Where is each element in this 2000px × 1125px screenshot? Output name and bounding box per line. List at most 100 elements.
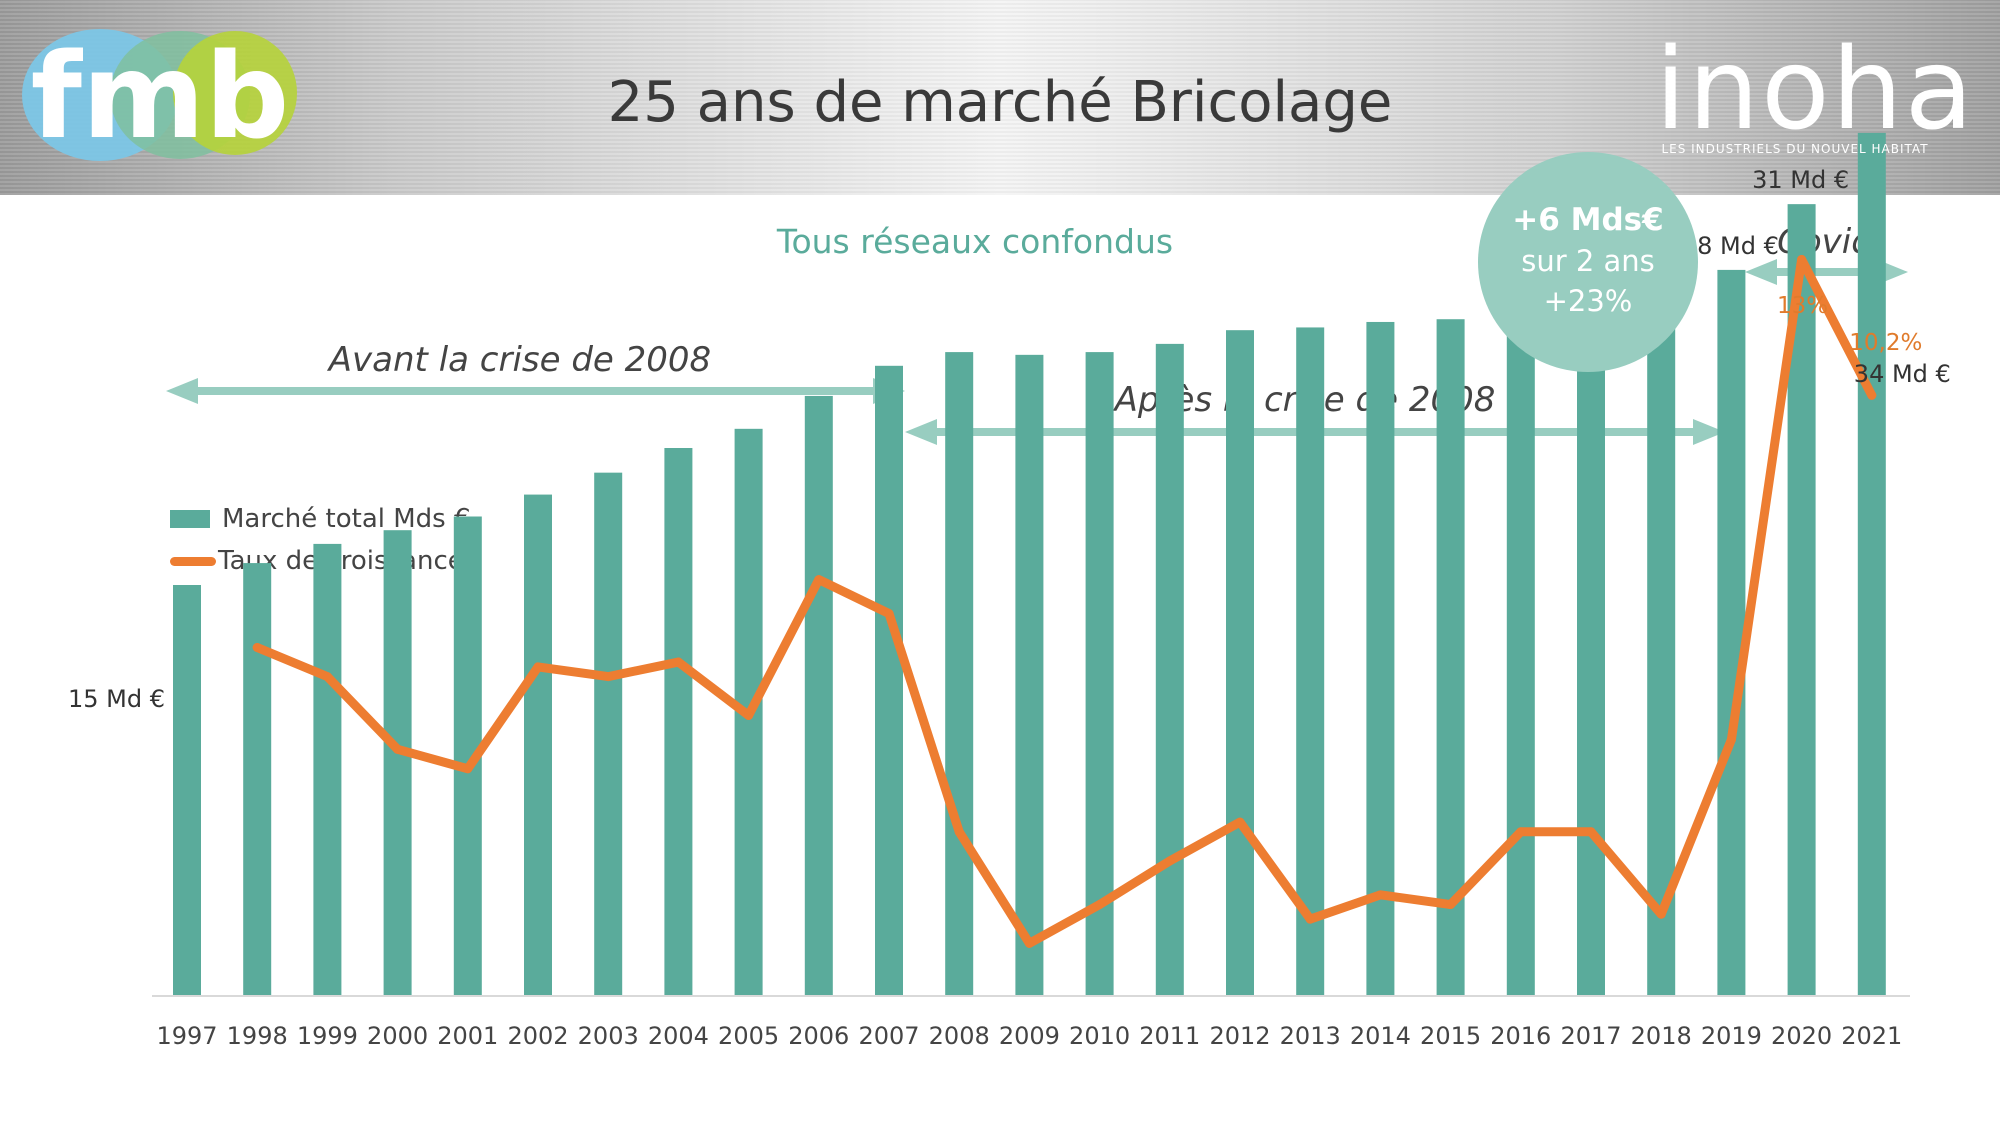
- inoha-logo-text: inoha: [1655, 25, 1976, 155]
- growth-point-2011: [1165, 856, 1175, 866]
- x-tick-2007: 2007: [858, 1022, 919, 1050]
- x-tick-2018: 2018: [1631, 1022, 1692, 1050]
- x-tick-1998: 1998: [227, 1022, 288, 1050]
- x-tick-2011: 2011: [1139, 1022, 1200, 1050]
- x-tick-2010: 2010: [1069, 1022, 1130, 1050]
- x-tick-2002: 2002: [507, 1022, 568, 1050]
- growth-point-2008: [954, 827, 964, 837]
- bar-1997: [173, 585, 201, 996]
- data-labels: 15 Md € 28 Md € 31 Md € 34 Md € 13% 10,2%: [68, 166, 1951, 713]
- x-tick-2009: 2009: [999, 1022, 1060, 1050]
- bar-2015: [1436, 319, 1465, 997]
- growth-point-2014: [1375, 890, 1385, 900]
- bar-2008: [945, 352, 974, 997]
- bar-2003: [594, 472, 623, 996]
- growth-point-2006: [814, 575, 824, 585]
- x-tick-1997: 1997: [156, 1022, 217, 1050]
- page-title: 25 ans de marché Bricolage: [607, 70, 1393, 135]
- growth-point-2010: [1095, 900, 1105, 910]
- arrow-before-2008-head-left: [166, 378, 198, 404]
- line-series: [252, 255, 1877, 948]
- growth-point-1999: [322, 672, 332, 682]
- growth-point-2017: [1586, 827, 1596, 837]
- bar-2017: [1577, 297, 1605, 996]
- bar-2016: [1506, 308, 1535, 996]
- x-tick-2000: 2000: [367, 1022, 428, 1050]
- bar-1998: [243, 563, 272, 996]
- bubble-percent: +23%: [1543, 284, 1633, 318]
- header-banner: [0, 0, 2000, 195]
- chart-subtitle: Tous réseaux confondus: [776, 222, 1174, 261]
- x-tick-2005: 2005: [718, 1022, 779, 1050]
- bar-2013: [1296, 327, 1325, 996]
- growth-point-2004: [673, 657, 683, 667]
- legend-swatch-line: [170, 556, 216, 566]
- x-tick-2004: 2004: [648, 1022, 709, 1050]
- x-tick-2006: 2006: [788, 1022, 849, 1050]
- bar-1999: [313, 543, 342, 996]
- bar-series: [173, 132, 1886, 997]
- bar-2010: [1085, 352, 1114, 997]
- growth-point-1998: [252, 643, 262, 652]
- bar-2012: [1226, 330, 1254, 996]
- fmb-logo: fmb: [20, 25, 300, 169]
- growth-point-2016: [1516, 827, 1526, 837]
- growth-point-2009: [1024, 938, 1034, 948]
- x-tick-2020: 2020: [1771, 1022, 1832, 1050]
- x-tick-2012: 2012: [1209, 1022, 1270, 1050]
- x-tick-2013: 2013: [1280, 1022, 1341, 1050]
- arrow-after-2008-head-right: [1693, 419, 1725, 445]
- inoha-logo: inoha LES INDUSTRIELS DU NOUVEL HABITAT: [1655, 25, 1976, 156]
- growth-point-2021: [1867, 390, 1877, 400]
- growth-point-2007: [884, 609, 894, 619]
- bubble-period: sur 2 ans: [1521, 244, 1655, 278]
- bar-2021: [1857, 132, 1886, 996]
- x-tick-2019: 2019: [1701, 1022, 1762, 1050]
- x-tick-2001: 2001: [437, 1022, 498, 1050]
- bar-2000: [383, 530, 412, 996]
- bar-label-2019: 28 Md €: [1682, 232, 1779, 260]
- bar-label-2021: 34 Md €: [1854, 360, 1951, 388]
- fmb-logo-text: fmb: [31, 27, 290, 165]
- bar-label-2020: 31 Md €: [1752, 166, 1849, 194]
- x-tick-2008: 2008: [929, 1022, 990, 1050]
- growth-point-2020: [1797, 255, 1807, 264]
- bar-2014: [1366, 321, 1395, 997]
- bar-2019: [1717, 269, 1746, 996]
- line-label-2021: 10,2%: [1849, 330, 1922, 356]
- growth-point-2013: [1305, 914, 1315, 924]
- bar-2009: [1015, 354, 1044, 997]
- growth-point-2005: [744, 710, 754, 720]
- bar-label-1997: 15 Md €: [68, 685, 165, 713]
- growth-rate-line: [252, 255, 1877, 948]
- x-tick-2017: 2017: [1560, 1022, 1621, 1050]
- growth-point-2001: [463, 764, 473, 774]
- bar-2006: [804, 395, 833, 996]
- growth-point-2015: [1446, 900, 1456, 910]
- line-label-2020: 13%: [1777, 293, 1828, 319]
- bar-2007: [875, 365, 903, 996]
- growth-point-2000: [393, 744, 403, 754]
- x-tick-2015: 2015: [1420, 1022, 1481, 1050]
- bar-2011: [1155, 343, 1184, 996]
- bubble-amount: +6 Mds€: [1512, 202, 1664, 238]
- legend-item-bars: Marché total Mds €: [170, 498, 471, 540]
- x-axis-tick-labels: 1997 1998 1999 2000 2001 2002 2003 2004 2005 2006…: [156, 1022, 1902, 1050]
- period-label-before: Avant la crise de 2008: [328, 340, 712, 380]
- x-tick-1999: 1999: [297, 1022, 358, 1050]
- bar-2002: [524, 494, 552, 996]
- bar-2004: [664, 448, 693, 996]
- x-tick-2003: 2003: [578, 1022, 639, 1050]
- growth-point-2003: [603, 672, 613, 682]
- legend-label-bars: Marché total Mds €: [222, 504, 471, 534]
- x-tick-2021: 2021: [1841, 1022, 1902, 1050]
- growth-point-2002: [533, 662, 543, 672]
- arrow-after-2008-head-left: [905, 419, 937, 445]
- legend-swatch-bars: [170, 510, 210, 528]
- x-tick-2014: 2014: [1350, 1022, 1411, 1050]
- x-tick-2016: 2016: [1490, 1022, 1551, 1050]
- growth-point-2018: [1656, 909, 1666, 919]
- growth-point-2012: [1235, 817, 1245, 827]
- inoha-logo-tagline: LES INDUSTRIELS DU NOUVEL HABITAT: [1661, 142, 1929, 156]
